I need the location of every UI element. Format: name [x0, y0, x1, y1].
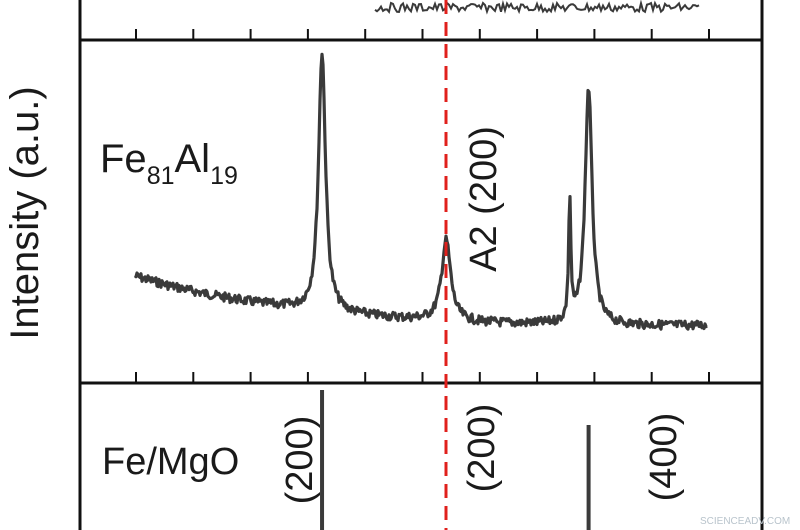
sample-label-fe: Fe — [100, 137, 147, 181]
watermark: SCIENCEADV.COM — [700, 516, 790, 527]
middle-panel-trace — [133, 52, 708, 331]
sample-label-al: Al — [175, 137, 211, 181]
tick-marks — [135, 29, 710, 383]
bottom-sample-label: Fe/MgO — [102, 441, 239, 483]
sample-label-sub-81: 81 — [147, 162, 175, 190]
bottom-annotation-200-left: (200) — [279, 416, 321, 505]
a2-200-annotation: A2 (200) — [463, 126, 505, 272]
sample-label-sub-19: 19 — [210, 162, 238, 190]
bottom-annotation-200-right: (200) — [461, 404, 503, 493]
middle-sample-label: Fe81Al19 — [100, 137, 238, 190]
top-panel-trace — [374, 0, 700, 15]
y-axis-label: Intensity (a.u.) — [3, 86, 47, 339]
bottom-annotation-400: (400) — [643, 413, 685, 502]
bottom-panel-peaks — [320, 390, 591, 530]
